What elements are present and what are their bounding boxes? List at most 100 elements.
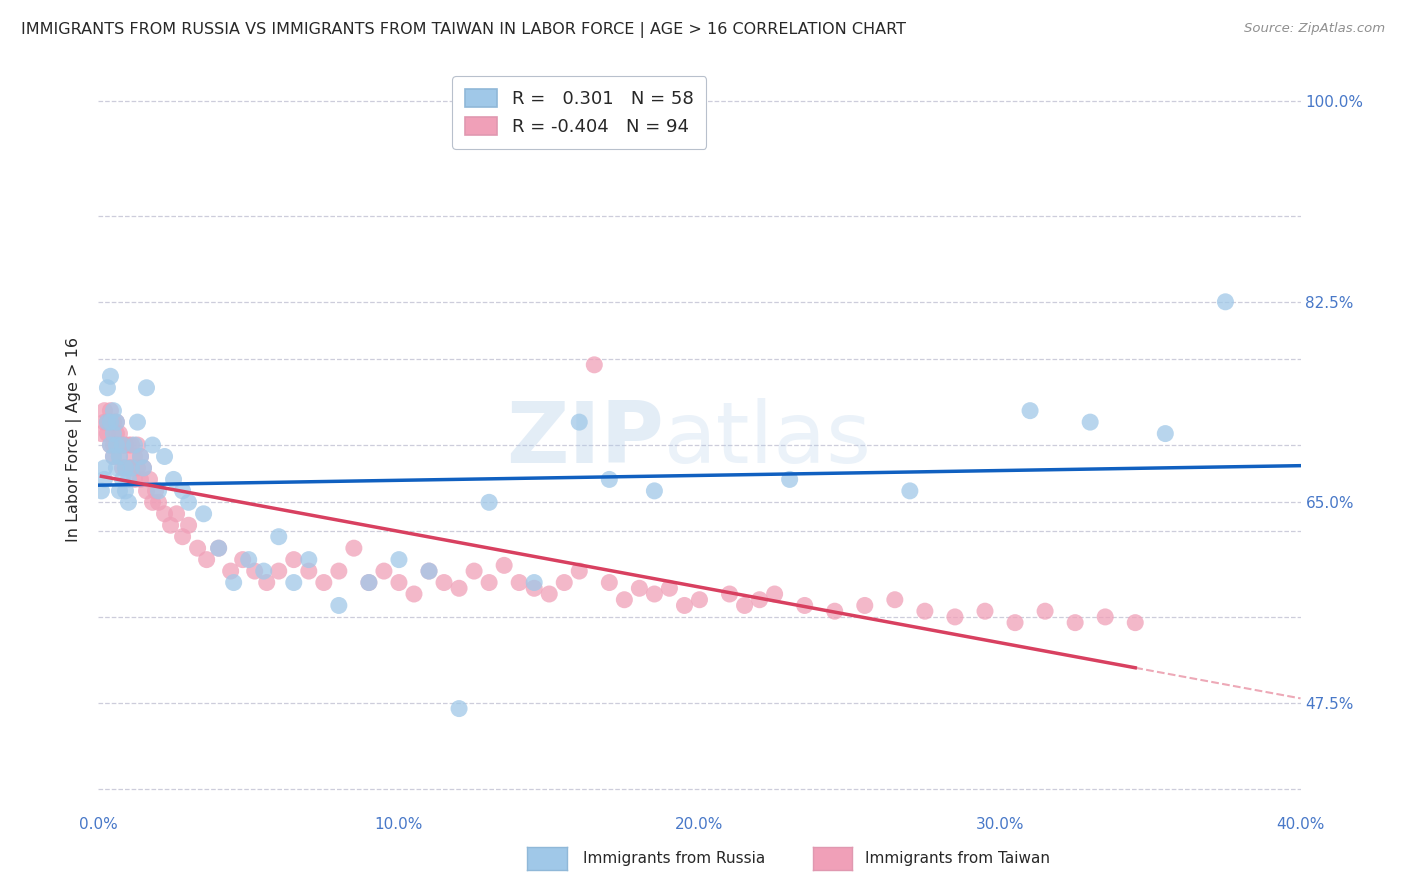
Point [1019,403,1042,417]
Point [298,564,321,578]
Point [153,450,176,464]
Point [111,472,134,486]
Point [162,472,184,486]
Point [238,552,260,566]
Point [148,483,170,498]
Point [943,610,966,624]
Point [103,450,125,464]
Point [124,438,146,452]
Point [598,472,620,486]
Point [222,575,245,590]
Point [114,483,136,498]
Point [129,450,152,464]
Point [132,461,155,475]
Point [373,564,395,578]
Point [124,450,146,464]
Point [96,415,118,429]
Point [90,483,112,498]
Point [523,582,546,596]
Point [658,582,681,596]
Point [538,587,561,601]
Point [177,495,200,509]
Text: Immigrants from Taiwan: Immigrants from Taiwan [865,851,1050,865]
Point [105,415,128,429]
Text: IMMIGRANTS FROM RUSSIA VS IMMIGRANTS FROM TAIWAN IN LABOR FORCE | AGE > 16 CORRE: IMMIGRANTS FROM RUSSIA VS IMMIGRANTS FRO… [21,22,905,38]
Point [402,587,425,601]
Point [328,599,350,613]
Point [108,450,131,464]
Point [145,483,167,498]
Point [121,438,143,452]
Point [283,552,305,566]
Point [121,461,143,475]
Legend: R =   0.301   N = 58, R = -0.404   N = 94: R = 0.301 N = 58, R = -0.404 N = 94 [453,76,706,149]
Point [100,369,122,384]
Point [108,483,131,498]
Point [598,575,620,590]
Point [1033,604,1056,618]
Point [108,438,131,452]
Point [100,415,122,429]
Point [328,564,350,578]
Point [193,507,215,521]
Point [141,495,163,509]
Point [343,541,366,556]
Point [166,507,188,521]
Point [478,495,501,509]
Point [103,438,125,452]
Point [172,530,194,544]
Point [689,592,711,607]
Point [243,564,266,578]
Point [135,381,157,395]
Point [127,415,149,429]
Point [1094,610,1116,624]
Point [734,599,756,613]
Point [494,558,516,573]
Point [253,564,276,578]
Point [357,575,380,590]
Point [105,415,128,429]
Point [105,461,128,475]
Point [159,518,181,533]
Point [357,575,380,590]
Point [418,564,440,578]
Point [114,438,136,452]
Point [124,472,146,486]
Point [718,587,741,601]
Point [148,495,170,509]
Point [568,564,591,578]
Point [100,403,122,417]
Point [129,472,152,486]
Point [138,472,160,486]
Point [914,604,936,618]
Point [208,541,231,556]
Point [90,426,112,441]
Point [96,381,118,395]
Point [478,575,501,590]
Point [418,564,440,578]
Point [613,592,636,607]
Point [135,483,157,498]
Point [447,701,470,715]
Point [463,564,485,578]
Point [568,415,591,429]
Point [132,461,155,475]
Y-axis label: In Labor Force | Age > 16: In Labor Force | Age > 16 [66,337,83,541]
Point [779,472,801,486]
Point [111,438,134,452]
Point [883,592,905,607]
Point [114,461,136,475]
Point [121,461,143,475]
Point [673,599,696,613]
Point [1078,415,1101,429]
Point [1123,615,1146,630]
Point [898,483,921,498]
Point [219,564,242,578]
Point [105,438,128,452]
Point [187,541,209,556]
Point [195,552,218,566]
Point [553,575,575,590]
Point [100,438,122,452]
Point [208,541,231,556]
Point [388,552,411,566]
